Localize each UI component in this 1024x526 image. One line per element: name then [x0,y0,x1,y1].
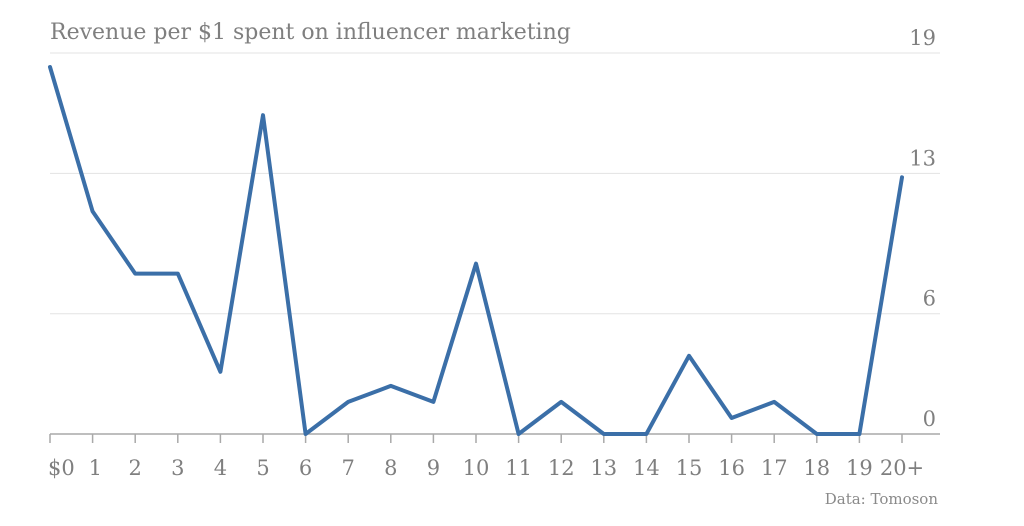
gridlines [50,52,940,315]
x-tick-label-6: 6 [299,456,312,480]
data-point-19 [857,432,861,436]
data-point-6 [304,432,308,436]
data-point-15 [687,354,691,358]
data-point-20 [900,175,904,179]
data-point-2 [133,272,137,276]
y-tick-label-13: 13 [909,146,936,170]
x-tick-label-1: 1 [89,456,102,480]
data-point-5 [261,113,265,117]
x-tick-label-16: 16 [718,456,745,480]
data-point-14 [644,432,648,436]
x-tick-label-12: 12 [548,456,575,480]
x-tick-label-7: 7 [342,456,355,480]
chart-title: Revenue per $1 spent on influencer marke… [50,20,571,45]
x-tick-label-0: $0 [48,456,75,480]
x-tick-label-4: 4 [214,456,227,480]
data-point-9 [431,400,435,404]
x-tick-label-10: 10 [463,456,490,480]
x-tick-label-18: 18 [803,456,830,480]
source-note: Data: Tomoson [825,490,939,508]
x-tick-label-11: 11 [505,456,532,480]
data-point-0 [48,65,52,69]
data-point-10 [474,262,478,266]
x-axis [49,433,940,443]
y-tick-label-0: 0 [923,407,936,431]
x-tick-label-5: 5 [256,456,269,480]
y-tick-label-6: 6 [923,287,936,311]
data-point-7 [346,400,350,404]
series-layer [48,65,904,436]
data-point-3 [176,272,180,276]
x-tick-label-8: 8 [384,456,397,480]
data-point-4 [218,370,222,374]
data-point-16 [730,416,734,420]
series-line [48,65,904,436]
x-tick-label-14: 14 [633,456,660,480]
data-point-12 [559,400,563,404]
data-point-13 [602,432,606,436]
x-tick-label-3: 3 [171,456,184,480]
x-tick-label-19: 19 [846,456,873,480]
x-tick-label-13: 13 [590,456,617,480]
data-point-17 [772,400,776,404]
data-point-8 [389,384,393,388]
data-point-11 [517,432,521,436]
x-tick-label-20: 20+ [880,456,924,480]
y-tick-label-19: 19 [909,26,936,50]
x-tick-label-17: 17 [761,456,788,480]
data-point-1 [91,209,95,213]
data-point-18 [815,432,819,436]
x-tick-label-9: 9 [427,456,440,480]
x-tick-label-15: 15 [676,456,703,480]
x-tick-label-2: 2 [129,456,142,480]
